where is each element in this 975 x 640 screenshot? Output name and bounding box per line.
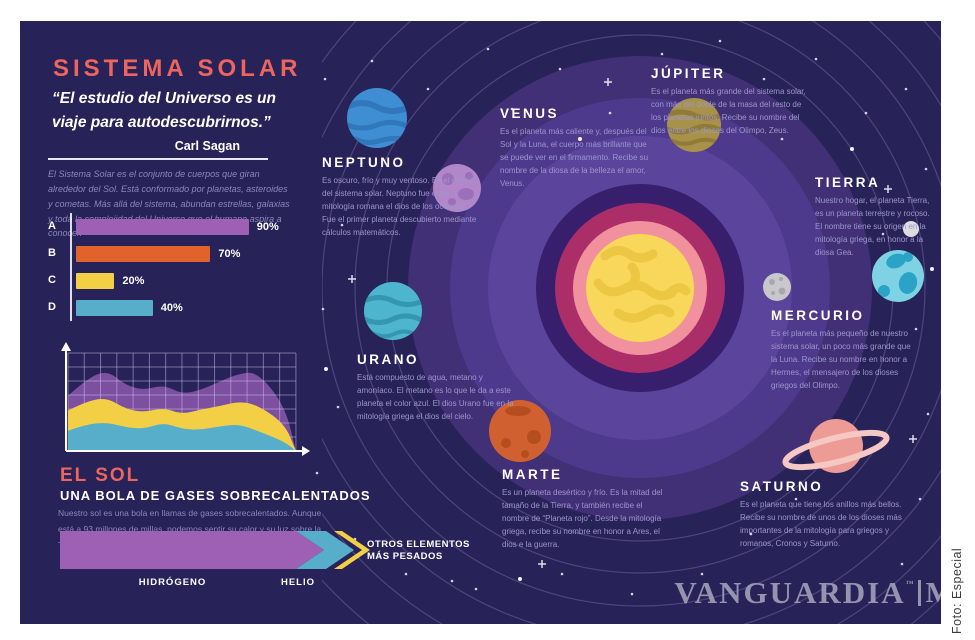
- planet-description: Es el planeta más caliente y, después de…: [500, 127, 649, 188]
- bar-chart-categories: A B C D: [48, 213, 70, 321]
- jupiter-illustration: [667, 98, 721, 152]
- hydrogen-segment: [60, 531, 324, 569]
- neptuno-illustration: [347, 88, 407, 148]
- bar-category: D: [48, 301, 56, 313]
- moon-illustration: [903, 221, 919, 237]
- solar-system-illustration: [315, 21, 941, 624]
- quote-text: “El estudio del Universo es un viaje par…: [52, 90, 276, 132]
- bar-chart-bars: 90% 70% 20% 40%: [70, 213, 279, 321]
- trademark-mark: ™: [905, 579, 914, 588]
- planet-description: Es el planeta más grande del sistema sol…: [651, 87, 806, 135]
- bar-row: 70%: [76, 240, 279, 267]
- bar-value-label: 40%: [160, 301, 183, 314]
- saturn-ring: [782, 429, 890, 471]
- watermark-divider: [917, 580, 921, 606]
- mercurio-illustration: [763, 273, 791, 301]
- bar: [76, 245, 211, 262]
- planet-info-venus: VENUS Es el planeta más caliente y, desp…: [500, 106, 652, 191]
- star-sparkles: [348, 78, 917, 568]
- bar-row: 40%: [76, 294, 279, 321]
- planet-info-tierra: TIERRA Nuestro hogar, el planeta Tierra,…: [815, 175, 937, 260]
- sun-section-heading: EL SOL: [60, 465, 141, 486]
- planet-info-saturno: SATURNO Es el planeta que tiene los anil…: [740, 479, 908, 551]
- sun-section-subheading: UNA BOLA DE GASES SOBRECALENTADOS: [60, 488, 371, 503]
- urano-illustration: [364, 282, 422, 340]
- bar-value-label: 90%: [256, 220, 279, 233]
- quote-author: Carl Sagan: [174, 139, 240, 153]
- planet-info-marte: MARTE Es un planeta desértico y frío. Es…: [502, 467, 664, 552]
- y-axis-arrow: [61, 342, 71, 351]
- bar-category: A: [48, 220, 56, 232]
- planet-description: Nuestro hogar, el planeta Tierra, es un …: [815, 196, 930, 257]
- saturno-illustration: [782, 419, 890, 473]
- heavier-elements-label: OTROS ELEMENTOS MÁS PESADOS: [367, 539, 470, 563]
- helium-label: HELIO: [280, 577, 316, 588]
- bar-category: B: [48, 247, 56, 259]
- stars: [315, 39, 934, 596]
- planet-name: URANO: [357, 352, 419, 367]
- bar: [76, 218, 249, 235]
- sun-composition-bar: [60, 531, 372, 574]
- vanguardia-watermark: VANGUARDIA ™ M: [674, 575, 941, 611]
- watermark-text: VANGUARDIA: [674, 575, 906, 610]
- planet-info-jupiter: JÚPITER Es el planeta más grande del sis…: [651, 66, 811, 138]
- planet-info-neptuno: NEPTUNO Es oscuro, frío y muy ventoso. E…: [322, 155, 480, 240]
- planet-description: Está compuesto de agua, metano y amoníac…: [357, 373, 514, 421]
- bar-chart: A B C D 90% 70% 20%: [48, 213, 279, 321]
- bar-row: 90%: [76, 213, 279, 240]
- page-title: SISTEMA SOLAR: [53, 55, 302, 82]
- planet-info-urano: URANO Está compuesto de agua, metano y a…: [357, 352, 515, 424]
- planet-name: JÚPITER: [651, 66, 726, 81]
- bar: [76, 272, 115, 289]
- bar-category: C: [48, 274, 56, 286]
- area-series-bottom: [68, 423, 296, 451]
- planet-description: Es el planeta más pequeño de nuestro sis…: [771, 329, 911, 390]
- hydrogen-label: HIDRÓGENO: [138, 577, 207, 588]
- heavier-elements-chevron: [334, 531, 370, 569]
- bar: [76, 299, 153, 316]
- planet-description: Es un planeta desértico y frío. Es la mi…: [502, 488, 663, 549]
- planet-name: MERCURIO: [771, 308, 865, 323]
- divider-line: [48, 158, 268, 160]
- area-chart: [58, 341, 312, 464]
- helium-segment: [296, 531, 354, 569]
- marte-illustration: [489, 400, 551, 462]
- planet-name: MARTE: [502, 467, 563, 482]
- watermark-suffix: M: [925, 576, 941, 609]
- tierra-illustration: [872, 250, 924, 302]
- photo-credit: Foto: Especial: [950, 547, 964, 634]
- planet-name: TIERRA: [815, 175, 881, 190]
- infographic-canvas: SISTEMA SOLAR “El estudio del Universo e…: [20, 21, 941, 624]
- venus-illustration: [433, 164, 481, 212]
- planet-info-mercurio: MERCURIO Es el planeta más pequeño de nu…: [771, 308, 917, 393]
- planet-name: SATURNO: [740, 479, 824, 494]
- sun-illustration: [586, 234, 694, 342]
- bar-row: 20%: [76, 267, 279, 294]
- planet-description: Es el planeta que tiene los anillos más …: [740, 500, 902, 548]
- planet-name: NEPTUNO: [322, 155, 406, 170]
- x-axis-arrow: [302, 446, 310, 456]
- bar-value-label: 70%: [218, 247, 241, 260]
- bar-value-label: 20%: [122, 274, 145, 287]
- planet-name: VENUS: [500, 106, 560, 121]
- planet-description: Es oscuro, frío y muy ventoso. Es el últ…: [322, 176, 477, 237]
